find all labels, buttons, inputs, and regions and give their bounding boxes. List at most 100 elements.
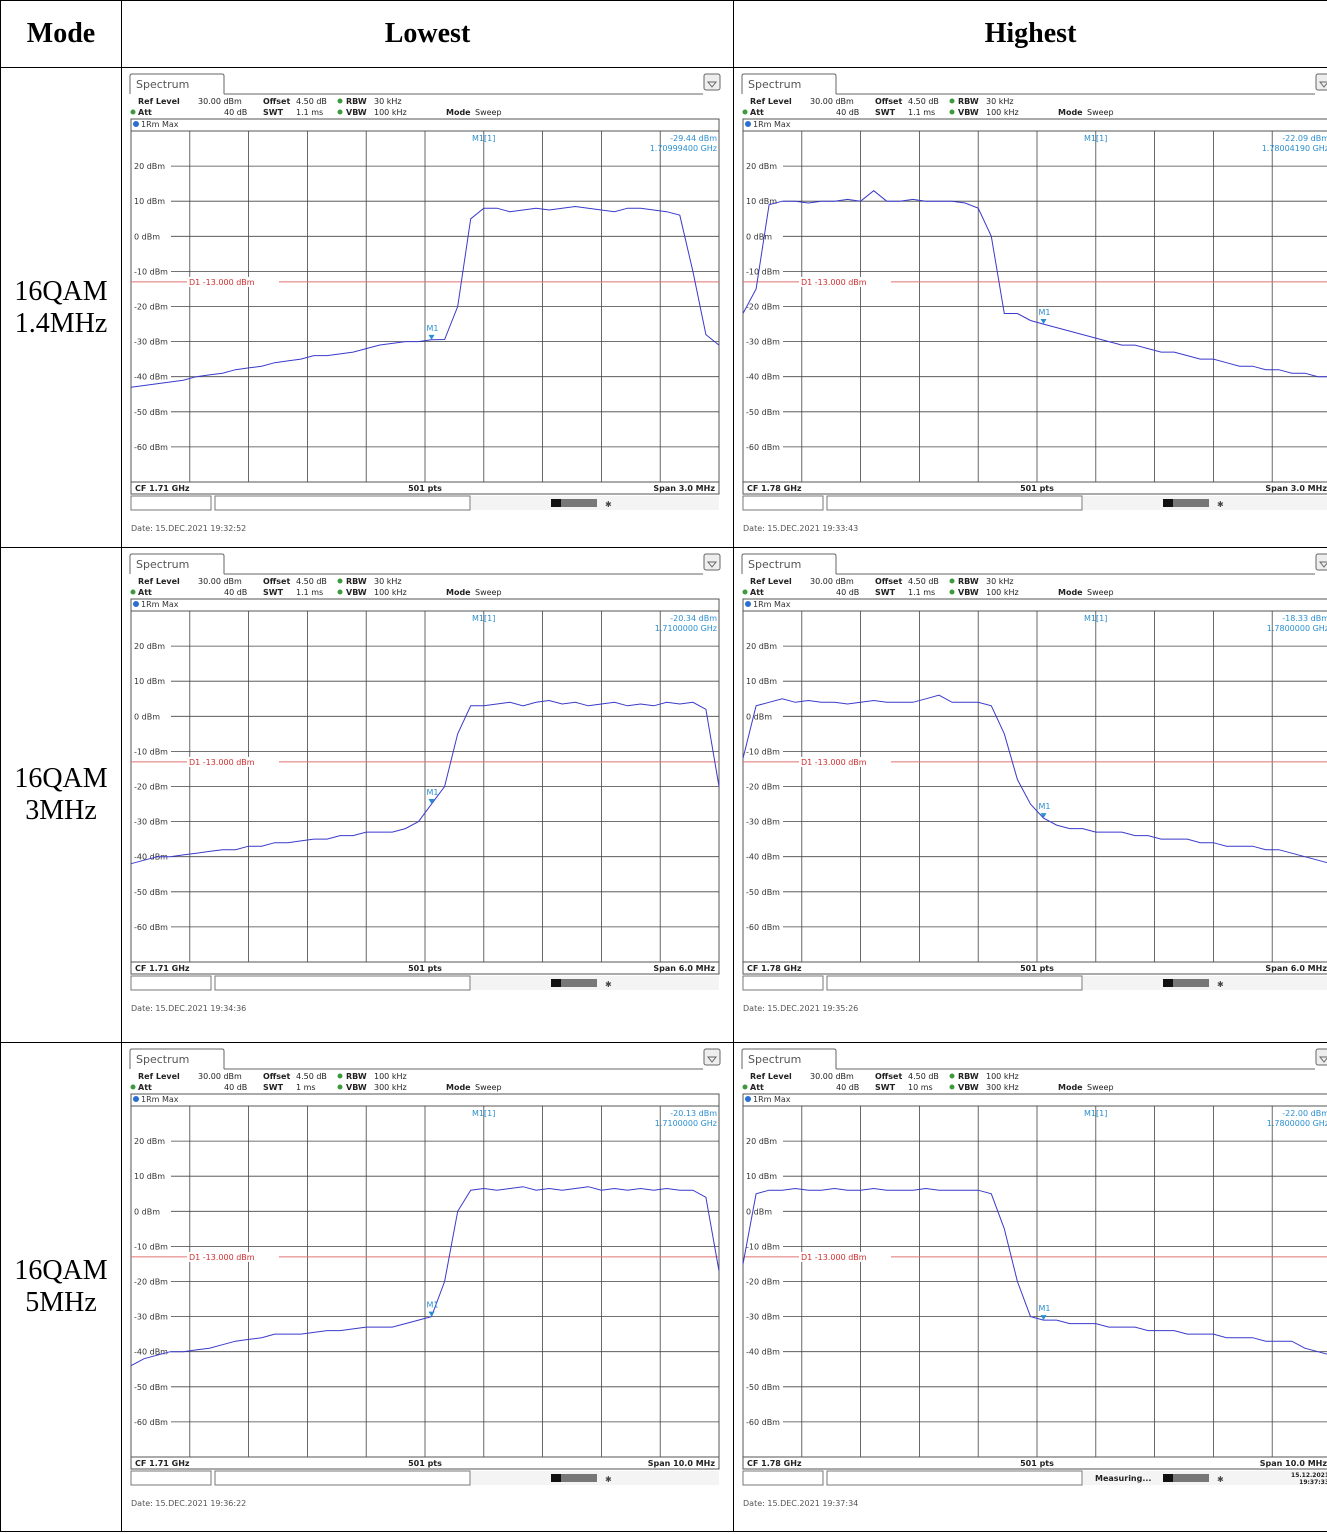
- center-freq: CF 1.78 GHz: [747, 484, 802, 493]
- y-tick-label: -40 dBm: [134, 1348, 168, 1357]
- trace-line: [130, 1186, 720, 1367]
- mode-value: Sweep: [1087, 1083, 1114, 1092]
- center-freq: CF 1.78 GHz: [747, 964, 802, 973]
- y-tick-label: -50 dBm: [746, 888, 780, 897]
- status-dot: [337, 98, 343, 104]
- header-highest: Highest: [733, 0, 1327, 68]
- status-dot: [742, 1084, 748, 1090]
- vbw-value: 100 kHz: [986, 588, 1019, 597]
- y-tick-label: -20 dBm: [134, 1278, 168, 1287]
- mode-cell: 16QAM 3MHz: [0, 547, 122, 1043]
- status-field: [130, 495, 212, 511]
- ref-level-label: Ref Level: [750, 577, 792, 586]
- vbw-label: VBW: [346, 588, 367, 597]
- center-freq: CF 1.71 GHz: [135, 484, 190, 493]
- progress-fill: [551, 499, 561, 507]
- marker-label: M1[1]: [472, 1109, 495, 1118]
- y-tick-label: 20 dBm: [134, 1137, 165, 1146]
- y-tick-label: -60 dBm: [134, 1418, 168, 1427]
- status-time: 19:37:33: [1299, 1479, 1327, 1486]
- points-label: 501 pts: [408, 964, 442, 973]
- spectrum-plot: Spectrum Ref Level 30.00 dBm Offset 4.50 dB R…: [740, 72, 1327, 542]
- y-tick-label: -60 dBm: [134, 923, 168, 932]
- y-tick-label: -10 dBm: [134, 267, 168, 276]
- att-label: Att: [138, 108, 152, 117]
- progress-fill: [551, 1474, 561, 1482]
- mode-line2: 1.4MHz: [14, 307, 108, 339]
- sweep-icon: ✱: [605, 980, 612, 989]
- marker-value: -22.09 dBm: [1282, 134, 1327, 143]
- spectrum-title: Spectrum: [136, 78, 189, 91]
- status-dot: [130, 589, 136, 595]
- span-label: Span 6.0 MHz: [653, 964, 715, 973]
- limit-label-bg: [799, 1251, 891, 1262]
- marker-tag: M1: [427, 788, 439, 797]
- center-freq: CF 1.71 GHz: [135, 964, 190, 973]
- trace-dot: [745, 121, 751, 127]
- y-tick-label: 20 dBm: [746, 1137, 777, 1146]
- vbw-value: 300 kHz: [986, 1083, 1019, 1092]
- settings-icon: [1315, 73, 1327, 91]
- y-tick-label: 10 dBm: [134, 677, 165, 686]
- marker-freq: 1.7800000 GHz: [1267, 624, 1327, 633]
- marker-label: M1[1]: [472, 614, 495, 623]
- spectrum-plot: Spectrum Ref Level 30.00 dBm Offset 4.50 dB R…: [128, 552, 723, 1022]
- att-label: Att: [750, 588, 764, 597]
- vbw-label: VBW: [346, 1083, 367, 1092]
- mode-value: Sweep: [1087, 108, 1114, 117]
- limit-label-bg: [799, 756, 891, 767]
- limit-label: D1 -13.000 dBm: [189, 758, 255, 767]
- marker-triangle: [428, 799, 435, 805]
- points-label: 501 pts: [408, 484, 442, 493]
- offset-label: Offset: [263, 577, 290, 586]
- header-row: Mode Lowest Highest: [0, 0, 1327, 68]
- marker-value: -20.34 dBm: [670, 614, 717, 623]
- swt-value: 1 ms: [296, 1083, 316, 1092]
- status-dot: [742, 109, 748, 115]
- ref-level-value: 30.00 dBm: [198, 577, 242, 586]
- center-freq: CF 1.71 GHz: [135, 1459, 190, 1468]
- y-tick-label: 0 dBm: [134, 712, 160, 721]
- spectrum-title: Spectrum: [136, 1053, 189, 1066]
- ref-level-value: 30.00 dBm: [810, 97, 854, 106]
- spectrum-svg: Spectrum Ref Level 30.00 dBm Offset 4.50 dB R…: [741, 553, 1327, 1013]
- highest-cell: Spectrum Ref Level 30.00 dBm Offset 4.50 dB R…: [733, 1042, 1327, 1532]
- offset-label: Offset: [875, 1072, 902, 1081]
- swt-value: 10 ms: [908, 1083, 933, 1092]
- spectrum-title: Spectrum: [748, 1053, 801, 1066]
- status-field: [214, 975, 471, 991]
- marker-value: -18.33 dBm: [1282, 614, 1327, 623]
- att-label: Att: [138, 1083, 152, 1092]
- trace-line: [742, 694, 1327, 864]
- ref-level-label: Ref Level: [750, 97, 792, 106]
- marker-label: M1[1]: [1084, 1109, 1107, 1118]
- mode-label: Mode: [1058, 108, 1083, 117]
- spectrum-plot: Spectrum Ref Level 30.00 dBm Offset 4.50 dB R…: [740, 552, 1327, 1022]
- offset-label: Offset: [875, 577, 902, 586]
- marker-triangle: [1040, 1315, 1047, 1321]
- vbw-label: VBW: [346, 108, 367, 117]
- y-tick-label: -20 dBm: [134, 303, 168, 312]
- y-tick-label: -10 dBm: [134, 1242, 168, 1251]
- spectrum-svg: Spectrum Ref Level 30.00 dBm Offset 4.50 dB R…: [129, 553, 721, 1013]
- trace-line: [742, 190, 1327, 378]
- y-tick-label: -50 dBm: [134, 888, 168, 897]
- trace-label: 1Rm Max: [141, 120, 179, 129]
- y-tick-label: -30 dBm: [746, 338, 780, 347]
- swt-label: SWT: [875, 588, 896, 597]
- lowest-cell: Spectrum Ref Level 30.00 dBm Offset 4.50 dB R…: [121, 547, 734, 1043]
- spectrum-plot: Spectrum Ref Level 30.00 dBm Offset 4.50 dB R…: [740, 1047, 1327, 1517]
- limit-label: D1 -13.000 dBm: [801, 1253, 867, 1262]
- offset-value: 4.50 dB: [908, 97, 939, 106]
- y-tick-label: 10 dBm: [746, 677, 777, 686]
- y-tick-label: 20 dBm: [134, 642, 165, 651]
- rbw-label: RBW: [958, 97, 979, 106]
- status-dot: [949, 98, 955, 104]
- triangle-down-icon: [1318, 81, 1327, 88]
- y-tick-label: -30 dBm: [746, 818, 780, 827]
- mode-line2: 3MHz: [25, 795, 97, 826]
- ref-level-label: Ref Level: [138, 1072, 180, 1081]
- table-row: 16QAM 3MHz Spectrum Ref Level 30.00 dBm Off…: [0, 547, 1327, 1043]
- sweep-icon: ✱: [605, 500, 612, 509]
- trace-line: [742, 1187, 1327, 1355]
